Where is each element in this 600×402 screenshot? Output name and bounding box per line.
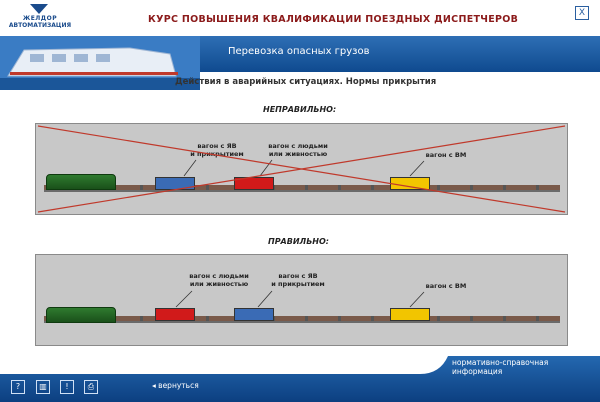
wrong-cross-mark — [37, 125, 566, 213]
rail — [44, 321, 560, 323]
label-line: вагон с ЯВ — [197, 142, 237, 150]
label-line: и прикрытием — [190, 150, 244, 158]
wrong-heading: НЕПРАВИЛЬНО: — [263, 105, 337, 114]
right-heading: ПРАВИЛЬНО: — [268, 237, 329, 246]
label-people: вагон с людьми или живностью — [182, 272, 256, 288]
locomotive — [46, 307, 116, 323]
label-line: вагон с ЯВ — [278, 272, 318, 280]
logo-mark-icon — [30, 4, 48, 14]
right-leaders — [175, 290, 425, 308]
right-diagram-panel: вагон с людьми или живностью вагон с ЯВ … — [35, 254, 568, 346]
close-button[interactable]: X — [575, 6, 589, 20]
car-explosive-covered — [234, 308, 274, 321]
header: ЖЕЛДОР АВТОМАТИЗАЦИЯ КУРС ПОВЫШЕНИЯ КВАЛ… — [0, 0, 600, 36]
track-sleepers — [44, 316, 560, 321]
contents-button[interactable]: ▥ — [36, 380, 50, 394]
label-line: вагон с людьми — [189, 272, 249, 280]
wrong-leaders — [183, 159, 425, 177]
label-line: или живностью — [189, 280, 249, 288]
label-people: вагон с людьми или живностью — [262, 142, 334, 158]
rail — [44, 190, 560, 192]
car-vm — [390, 308, 430, 321]
label-line: и прикрытием — [271, 280, 325, 288]
label-explosive: вагон с ЯВ и прикрытием — [182, 142, 252, 158]
label-line: или живностью — [268, 150, 328, 158]
logo-text-1: ЖЕЛДОР — [22, 15, 58, 22]
section-title: Перевозка опасных грузов — [228, 46, 370, 57]
logo-text-2: АВТОМАТИЗАЦИЯ — [8, 22, 72, 29]
label-vm: вагон с ВМ — [425, 282, 467, 290]
back-link[interactable]: ◂ вернуться — [152, 381, 199, 390]
info-button[interactable]: ! — [60, 380, 74, 394]
label-vm: вагон с ВМ — [425, 151, 467, 159]
reference-info-link[interactable]: нормативно-справочная информация — [452, 358, 549, 376]
print-button[interactable]: ⎙ — [84, 380, 98, 394]
logo: ЖЕЛДОР АВТОМАТИЗАЦИЯ — [4, 4, 76, 32]
label-line: вагон с людьми — [268, 142, 328, 150]
locomotive-banner-image — [0, 36, 200, 90]
locomotive — [46, 174, 116, 190]
car-people-livestock — [155, 308, 195, 321]
car-people-livestock — [234, 177, 274, 190]
wrong-diagram-panel: вагон с ЯВ и прикрытием вагон с людьми и… — [35, 123, 568, 215]
page-subtitle: Действия в аварийных ситуациях. Нормы пр… — [175, 77, 437, 87]
course-title: КУРС ПОВЫШЕНИЯ КВАЛИФИКАЦИИ ПОЕЗДНЫХ ДИС… — [148, 14, 519, 25]
label-explosive: вагон с ЯВ и прикрытием — [262, 272, 334, 288]
footer-band — [0, 356, 600, 402]
track-sleepers — [44, 185, 560, 190]
help-button[interactable]: ? — [11, 380, 25, 394]
